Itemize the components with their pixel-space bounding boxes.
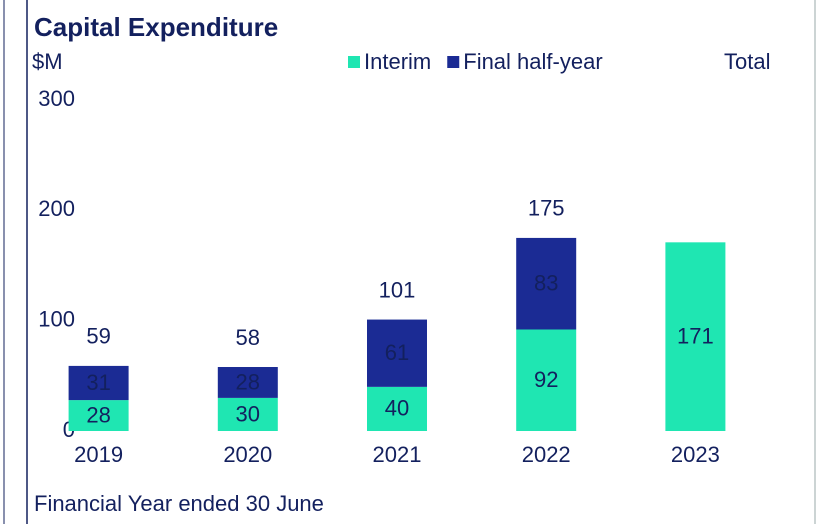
x-tick-label: 2022 (522, 442, 571, 467)
bar-segment (516, 329, 577, 431)
x-axis-label: Financial Year ended 30 June (34, 491, 324, 516)
bar-segment (516, 237, 577, 330)
data-label: 28 (236, 369, 260, 394)
legend-swatch (348, 56, 360, 68)
data-label: 61 (385, 340, 409, 365)
total-label: 101 (379, 277, 416, 302)
bar-segment (367, 386, 427, 431)
data-label: 92 (534, 367, 558, 392)
data-label: 171 (677, 323, 714, 348)
legend-swatch (447, 56, 460, 68)
legend-label: Total (724, 49, 770, 74)
data-label: 30 (236, 401, 260, 426)
data-label: 31 (86, 370, 110, 395)
data-label: 40 (385, 396, 409, 421)
bar-segment (68, 365, 129, 401)
y-tick-label: 300 (38, 86, 75, 111)
x-tick-label: 2021 (373, 442, 422, 467)
bar-segment (217, 367, 278, 398)
bar-segment (367, 319, 427, 387)
x-tick-label: 2019 (74, 442, 123, 467)
legend-label: Final half-year (463, 49, 602, 74)
chart-title: Capital Expenditure (34, 12, 278, 42)
total-label: 59 (86, 324, 110, 349)
x-tick-label: 2020 (223, 442, 272, 467)
data-label: 28 (86, 402, 110, 427)
x-tick-label: 2023 (671, 442, 720, 467)
total-label: 58 (236, 325, 260, 350)
y-axis-label: $M (32, 49, 63, 74)
total-label: 175 (528, 196, 565, 221)
data-label: 83 (534, 271, 558, 296)
y-tick-label: 200 (38, 196, 75, 221)
legend-label: Interim (364, 49, 431, 74)
bar-segment (217, 397, 278, 431)
bar-segment (665, 242, 726, 431)
bar-segment (68, 400, 129, 431)
y-tick-label: 100 (38, 306, 75, 331)
